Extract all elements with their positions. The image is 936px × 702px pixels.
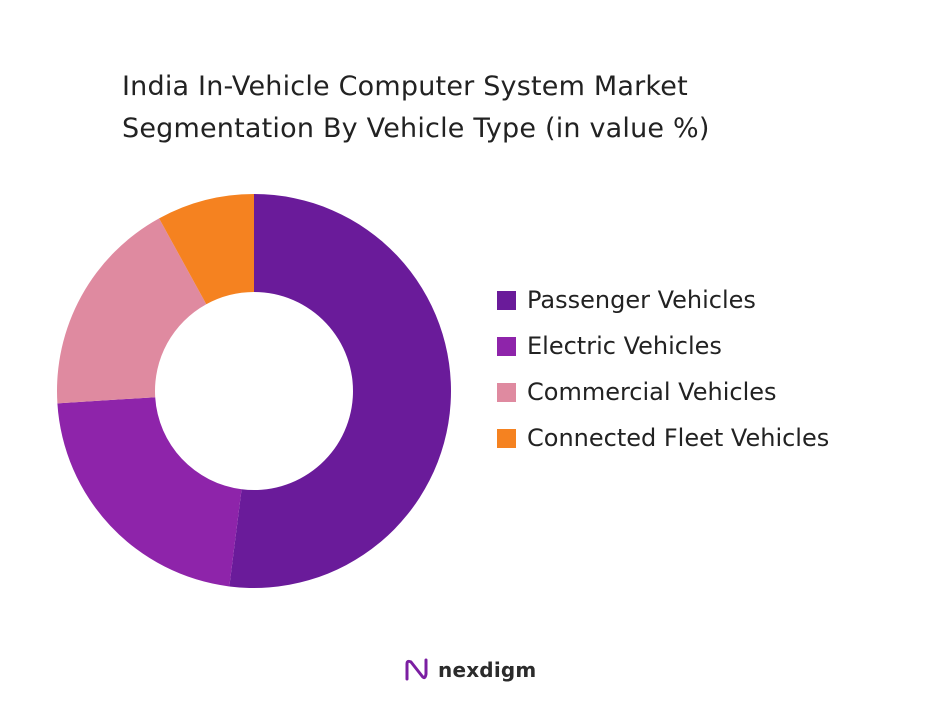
legend-label-passenger-vehicles: Passenger Vehicles [527, 286, 756, 314]
chart-title-line-2: Segmentation By Vehicle Type (in value %… [122, 113, 710, 144]
donut-slice-commercial-vehicles [57, 218, 207, 404]
legend-item-passenger-vehicles: Passenger Vehicles [497, 277, 829, 323]
legend-swatch-commercial-vehicles [497, 382, 516, 402]
legend-swatch-electric-vehicles [497, 336, 516, 356]
brand-name: nexdigm [438, 658, 537, 682]
chart-title: India In-Vehicle Computer System Market … [122, 66, 822, 150]
donut-slice-passenger-vehicles [229, 194, 451, 588]
chart-legend: Passenger Vehicles Electric Vehicles Com… [497, 277, 829, 461]
legend-label-commercial-vehicles: Commercial Vehicles [527, 378, 777, 406]
legend-item-connected-fleet-vehicles: Connected Fleet Vehicles [497, 415, 829, 461]
brand-footer: nexdigm [404, 654, 536, 686]
chart-title-line-1: India In-Vehicle Computer System Market [122, 71, 688, 102]
legend-swatch-connected-fleet-vehicles [497, 428, 516, 448]
donut-slice-electric-vehicles [57, 397, 242, 587]
nexdigm-logo-icon [405, 658, 428, 681]
legend-label-electric-vehicles: Electric Vehicles [527, 332, 722, 360]
legend-item-commercial-vehicles: Commercial Vehicles [497, 369, 829, 415]
donut-slice-connected-fleet-vehicles [159, 194, 254, 305]
legend-swatch-passenger-vehicles [497, 290, 516, 310]
legend-label-connected-fleet-vehicles: Connected Fleet Vehicles [527, 424, 830, 452]
legend-item-electric-vehicles: Electric Vehicles [497, 323, 829, 369]
